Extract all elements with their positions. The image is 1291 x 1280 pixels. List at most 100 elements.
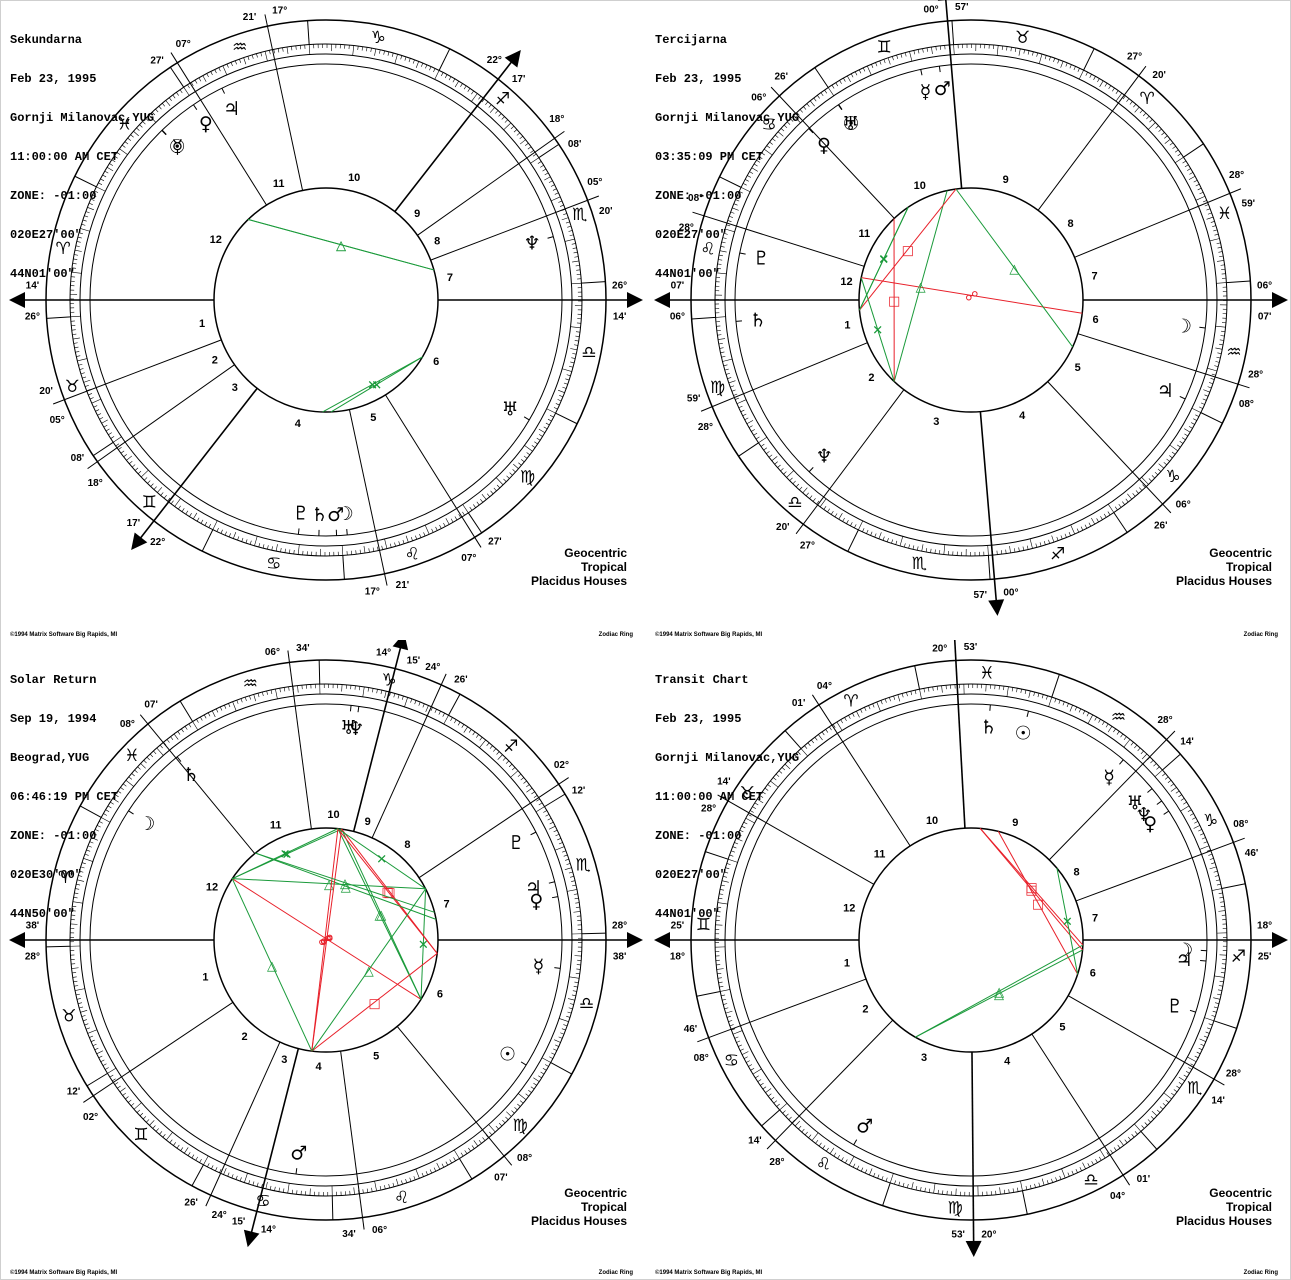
- degree-tick: [551, 196, 561, 202]
- aspect-line: [915, 944, 1084, 1038]
- degree-tick: [1127, 493, 1132, 500]
- planet-mercury-icon: ☿: [1103, 767, 1115, 789]
- degree-tick: [572, 247, 577, 249]
- degree-tick: [717, 977, 722, 979]
- degree-tick: [139, 124, 143, 128]
- chart-panel-transit: ♈ ♉ ♊ ♋ ♌ ♍ ♎ ♏ ♐ ♑ ♒ ♓ 18° 25' 1 08° 46' 2 28° 14' 3 20° 53' 4…: [645, 640, 1290, 1280]
- cusp-label: 26': [454, 675, 468, 686]
- degree-tick: [931, 47, 933, 55]
- house-number: 6: [433, 356, 439, 368]
- degree-tick: [1014, 548, 1016, 553]
- zodiac-aquarius-icon: ♒: [1111, 707, 1126, 727]
- degree-tick: [87, 207, 95, 211]
- degree-tick: [78, 875, 83, 877]
- degree-tick: [216, 527, 219, 532]
- degree-tick: [877, 1174, 880, 1179]
- degree-tick: [1089, 74, 1092, 78]
- degree-tick: [740, 1048, 744, 1051]
- sign-boundary: [46, 316, 71, 319]
- degree-tick: [74, 985, 79, 987]
- chart-title: Sekundarna: [10, 33, 83, 47]
- degree-tick: [735, 397, 739, 400]
- cusp-label: 04°: [817, 681, 832, 692]
- degree-tick: [545, 422, 550, 426]
- house-cusp-3: [795, 389, 905, 535]
- degree-tick: [553, 407, 558, 410]
- aspect-line: [248, 218, 435, 271]
- chart-info: Tercijarna Feb 23, 1995 Gornji Milanovac…: [655, 8, 799, 307]
- planet-mercury-icon: ☿: [920, 81, 932, 103]
- degree-tick: [454, 516, 458, 521]
- degree-tick: [839, 80, 842, 84]
- degree-tick: [898, 1181, 901, 1186]
- degree-tick: [496, 484, 501, 489]
- house-number: 4: [315, 1061, 322, 1073]
- degree-tick: [776, 1103, 780, 1107]
- degree-tick: [76, 883, 81, 886]
- degree-tick: [74, 892, 79, 894]
- degree-tick: [1107, 504, 1115, 513]
- degree-tick: [454, 719, 457, 724]
- degree-tick: [557, 399, 562, 402]
- planet-pluto-icon: ♇: [1166, 995, 1183, 1017]
- setting-geocentric: Geocentric: [1209, 546, 1272, 560]
- degree-tick: [549, 821, 554, 825]
- planet-tick: [295, 1168, 298, 1175]
- degree-tick: [1060, 61, 1064, 68]
- degree-tick: [77, 879, 85, 882]
- zodiac-aries-icon: ♈: [1140, 89, 1155, 109]
- degree-tick: [481, 493, 487, 500]
- sign-boundary: [882, 1182, 891, 1206]
- degree-tick: [1094, 716, 1097, 721]
- degree-tick: [1091, 517, 1095, 525]
- aspect-line: [859, 188, 957, 311]
- degree-tick: [125, 780, 134, 787]
- degree-tick: [142, 121, 146, 125]
- cusp-label: 06°: [751, 93, 766, 104]
- degree-tick: [90, 198, 95, 201]
- degree-tick: [142, 1116, 147, 1120]
- degree-tick: [184, 1147, 189, 1154]
- degree-tick: [746, 420, 754, 424]
- degree-tick: [720, 989, 731, 992]
- house-cusp-10: [352, 643, 403, 832]
- degree-tick: [445, 518, 450, 525]
- degree-tick: [925, 548, 928, 553]
- degree-tick: [1099, 80, 1104, 87]
- aspect-symbol: △: [364, 964, 374, 979]
- degree-tick: [1078, 69, 1084, 80]
- degree-tick: [495, 477, 504, 486]
- degree-tick: [421, 1172, 424, 1177]
- chart-settings: Geocentric Tropical Placidus Houses: [1176, 546, 1272, 588]
- degree-tick: [100, 178, 105, 182]
- degree-tick: [870, 531, 873, 536]
- degree-tick: [199, 1158, 202, 1163]
- degree-tick: [1220, 905, 1225, 907]
- degree-tick: [723, 1003, 728, 1005]
- degree-tick: [179, 89, 183, 94]
- degree-tick: [1058, 699, 1061, 704]
- degree-tick: [404, 697, 408, 707]
- degree-tick: [366, 1188, 369, 1193]
- ring-label: Zodiac Ring: [1243, 1270, 1278, 1276]
- cusp-label: 07': [671, 281, 685, 292]
- house-number: 11: [270, 819, 282, 831]
- degree-tick: [1205, 1031, 1210, 1034]
- degree-tick: [548, 825, 556, 830]
- house-cusp-10: [394, 58, 515, 213]
- house-cusp-11: [811, 694, 911, 847]
- degree-tick: [573, 911, 581, 913]
- degree-tick: [852, 1163, 856, 1168]
- degree-tick: [486, 742, 490, 747]
- degree-tick: [1217, 989, 1223, 991]
- degree-tick: [277, 48, 280, 53]
- degree-tick: [782, 1110, 786, 1114]
- degree-tick: [423, 532, 426, 537]
- degree-tick: [391, 52, 394, 57]
- degree-tick: [1163, 1092, 1172, 1100]
- degree-tick: [181, 508, 185, 512]
- cusp-label: 22°: [150, 537, 165, 548]
- degree-tick: [124, 141, 129, 145]
- angle-arrow-icon: [131, 532, 148, 551]
- degree-tick: [387, 51, 390, 56]
